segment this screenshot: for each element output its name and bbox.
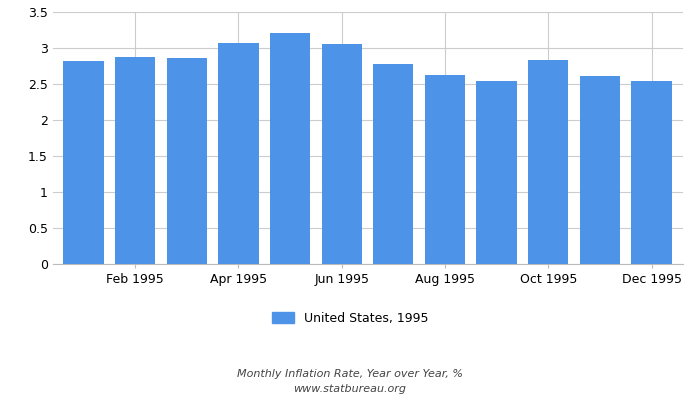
Bar <box>321 44 362 264</box>
Legend: United States, 1995: United States, 1995 <box>267 307 433 330</box>
Bar <box>477 81 517 264</box>
Bar <box>167 58 207 264</box>
Bar <box>373 64 414 264</box>
Bar <box>115 57 155 264</box>
Text: www.statbureau.org: www.statbureau.org <box>293 384 407 394</box>
Bar <box>63 61 104 264</box>
Bar <box>528 60 568 264</box>
Bar <box>425 75 465 264</box>
Bar <box>218 43 258 264</box>
Text: Monthly Inflation Rate, Year over Year, %: Monthly Inflation Rate, Year over Year, … <box>237 369 463 379</box>
Bar <box>270 33 310 264</box>
Bar <box>631 81 672 264</box>
Bar <box>580 76 620 264</box>
